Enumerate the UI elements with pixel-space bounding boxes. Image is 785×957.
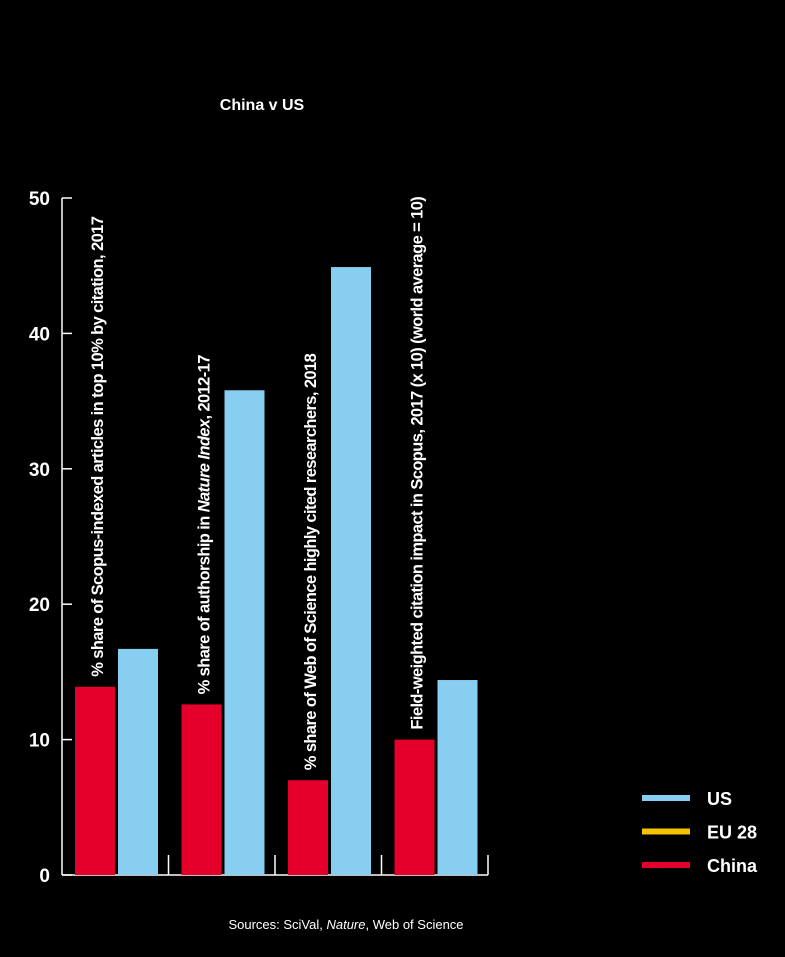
category-label: % share of authorship in Nature Index, 2…	[196, 355, 214, 695]
bar-china	[288, 780, 328, 875]
bars	[75, 267, 478, 876]
category-label: Field-weighted citation impact in Scopus…	[409, 197, 427, 730]
y-tick-label: 40	[29, 324, 50, 345]
legend-swatch	[642, 828, 690, 835]
category-label: % share of Scopus-indexed articles in to…	[89, 216, 107, 677]
category-label-part: Field-weighted citation impact in Scopus…	[409, 197, 427, 730]
legend-label: US	[707, 789, 732, 809]
chart-title: China v US	[220, 97, 305, 114]
category-labels: % share of Scopus-indexed articles in to…	[89, 197, 427, 771]
y-tick-label: 0	[39, 866, 50, 887]
bar-china	[394, 739, 435, 875]
legend-label: EU 28	[707, 823, 757, 843]
bar-us	[224, 390, 265, 875]
category-label-part: , 2012-17	[196, 355, 214, 420]
legend: US EU 28 China	[642, 789, 758, 876]
bar-china	[181, 704, 222, 875]
bar-china	[75, 686, 115, 875]
bar-us	[437, 680, 478, 875]
bar-us	[118, 648, 158, 875]
source-suffix: , Web of Science	[366, 917, 464, 932]
legend-label: China	[707, 856, 758, 876]
legend-swatch	[642, 795, 690, 801]
category-label-part: Nature Index	[196, 418, 214, 512]
y-tick-label: 20	[29, 595, 50, 616]
bar-us	[331, 267, 371, 876]
source-prefix: Sources: SciVal,	[228, 917, 326, 932]
legend-swatch	[642, 862, 690, 868]
category-label-part: % share of authorship in	[196, 512, 214, 694]
category-label-part: % share of Web of Science highly cited r…	[302, 353, 320, 770]
source-italic: Nature	[326, 917, 365, 932]
source-note: Sources: SciVal, Nature, Web of Science	[228, 917, 463, 932]
y-tick-label: 10	[29, 731, 50, 752]
category-label: % share of Web of Science highly cited r…	[302, 353, 320, 770]
y-tick-label: 30	[29, 460, 50, 481]
y-tick-label: 50	[29, 189, 50, 210]
category-label-part: % share of Scopus-indexed articles in to…	[89, 216, 107, 677]
